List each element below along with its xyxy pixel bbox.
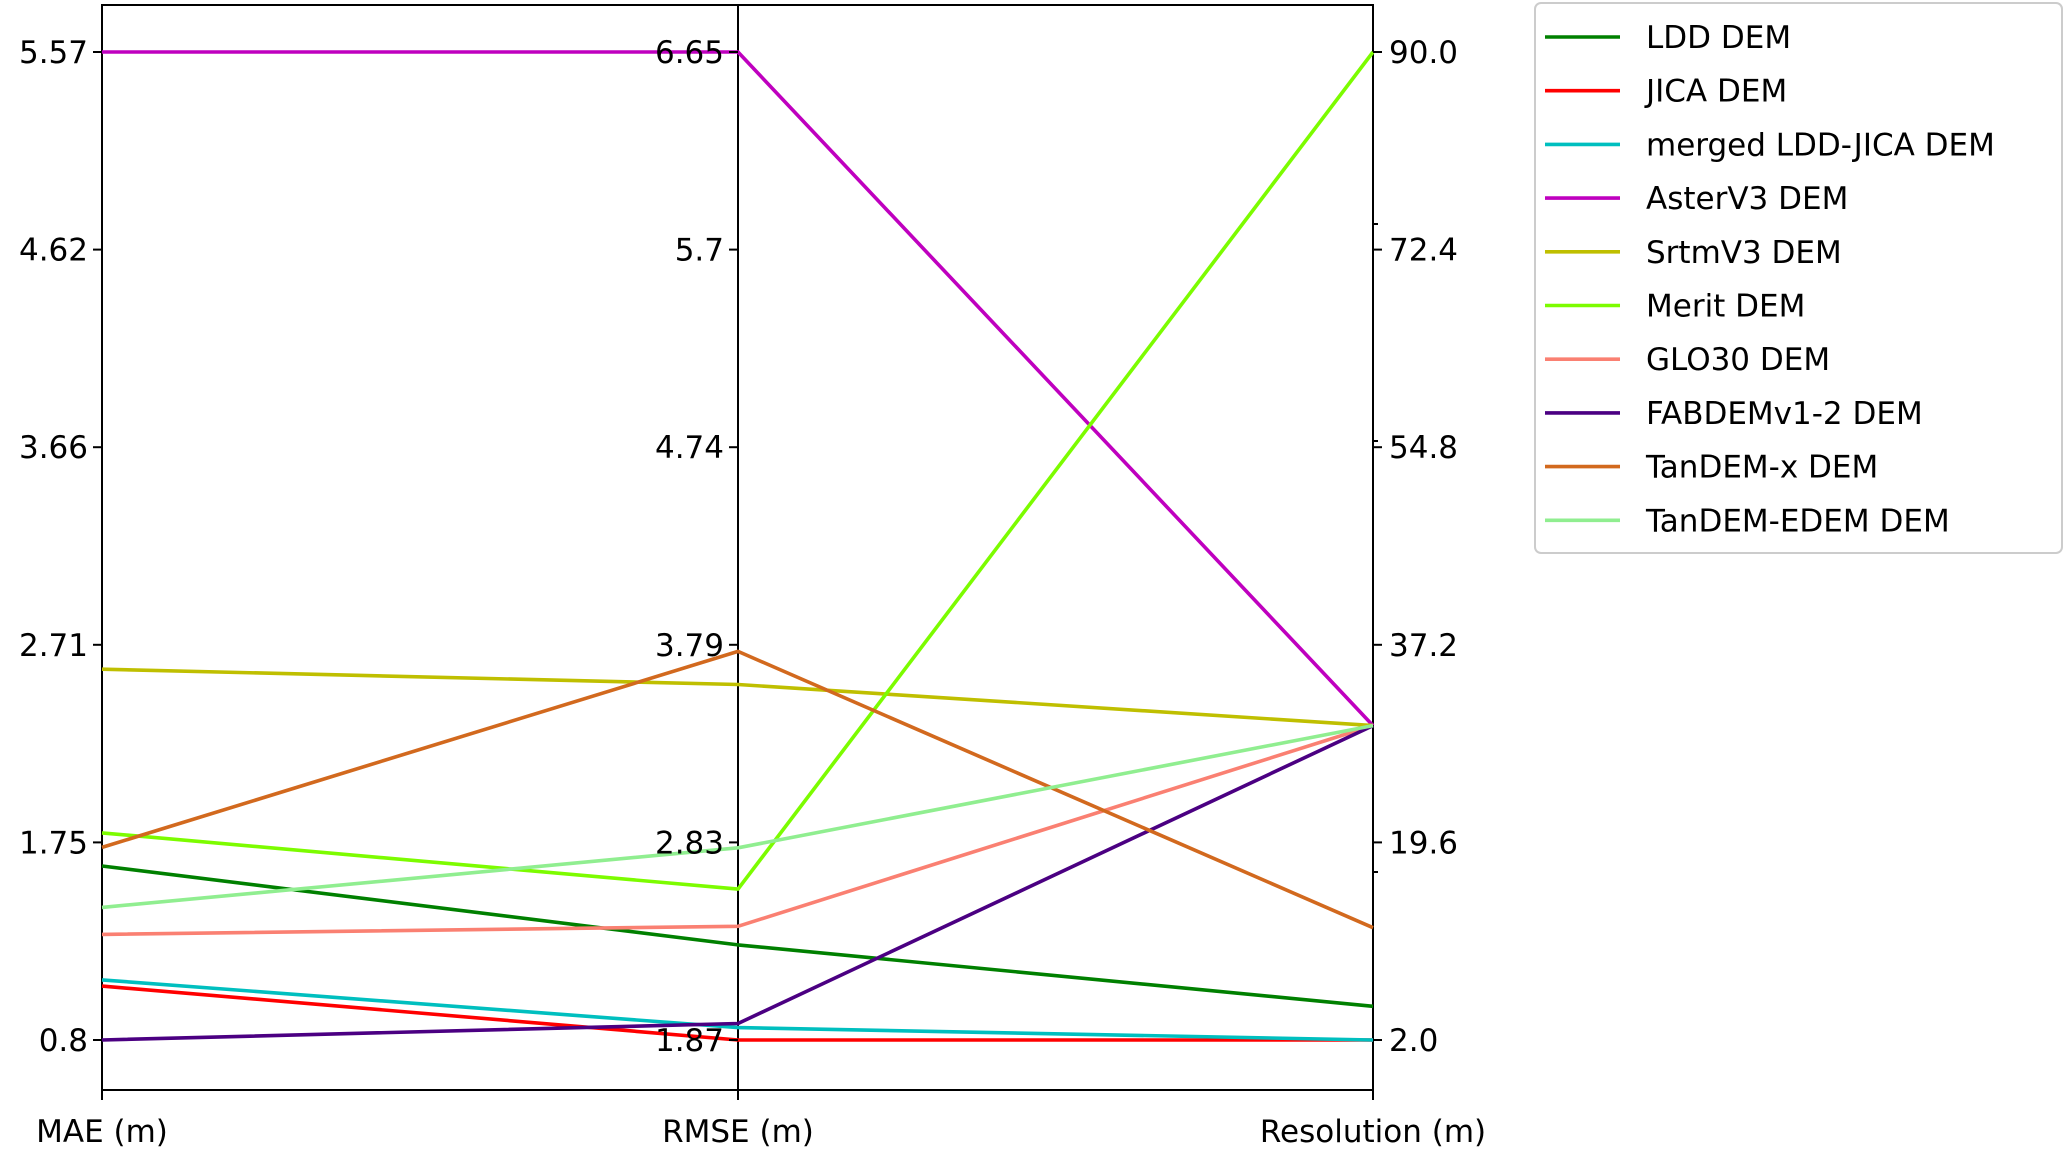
legend-label-4: SrtmV3 DEM: [1646, 235, 1842, 271]
plot-frames: [101, 4, 1374, 1091]
tick-label: 5.7: [675, 233, 724, 269]
legend-label-3: AsterV3 DEM: [1646, 181, 1848, 217]
series-line-5: [101, 50, 1375, 891]
subplot-frame-2: [737, 4, 1374, 1091]
legend: LDD DEM JICA DEM merged LDD-JICA DEM AsterV…: [1534, 2, 2063, 554]
series-line-2: [101, 978, 1374, 1042]
legend-label-9: TanDEM-EDEM DEM: [1645, 503, 1950, 539]
tick-label: 1.75: [19, 825, 88, 861]
legend-label-5: Merit DEM: [1646, 289, 1805, 325]
legend-label-6: GLO30 DEM: [1646, 342, 1830, 378]
axis-label: Resolution (m): [1260, 1114, 1486, 1150]
tick-label: 37.2: [1389, 628, 1458, 664]
tick-label: 3.66: [19, 430, 88, 466]
legend-label-8: TanDEM-x DEM: [1645, 450, 1878, 486]
tick-label: 0.8: [39, 1023, 88, 1059]
tick-label: 2.71: [19, 628, 88, 664]
tick-label: 3.79: [655, 628, 724, 664]
tick-label: 6.65: [655, 35, 724, 71]
tick-label: 2.83: [655, 825, 724, 861]
tick-label: 5.57: [19, 35, 88, 71]
tick-label: 90.0: [1389, 35, 1458, 71]
series-line-7: [101, 723, 1374, 1042]
tick-label: 4.74: [655, 430, 724, 466]
tick-label: 1.87: [655, 1023, 724, 1059]
series-line-4: [101, 667, 1374, 728]
legend-label-0: LDD DEM: [1646, 20, 1791, 56]
tick-label: 2.0: [1389, 1023, 1438, 1059]
axis-label: MAE (m): [36, 1114, 168, 1150]
legend-label-2: merged LDD-JICA DEM: [1646, 127, 1995, 163]
series-line-0: [101, 864, 1374, 1009]
tick-label: 54.8: [1389, 430, 1458, 466]
axis-label: RMSE (m): [662, 1114, 814, 1150]
legend-label-7: FABDEMv1-2 DEM: [1646, 396, 1923, 432]
series-line-9: [101, 723, 1374, 910]
tick-label: 19.6: [1389, 825, 1458, 861]
series-line-6: [101, 723, 1374, 937]
axes: 5.57 4.62 3.66 2.71 1.75 0.8 MAE (m) 6.65 5.7 4.7…: [19, 35, 1486, 1150]
tick-label: 72.4: [1389, 233, 1458, 269]
tick-label: 4.62: [19, 233, 88, 269]
legend-box: [1534, 2, 2063, 554]
legend-label-1: JICA DEM: [1644, 74, 1787, 110]
series-line-8: [101, 649, 1374, 930]
